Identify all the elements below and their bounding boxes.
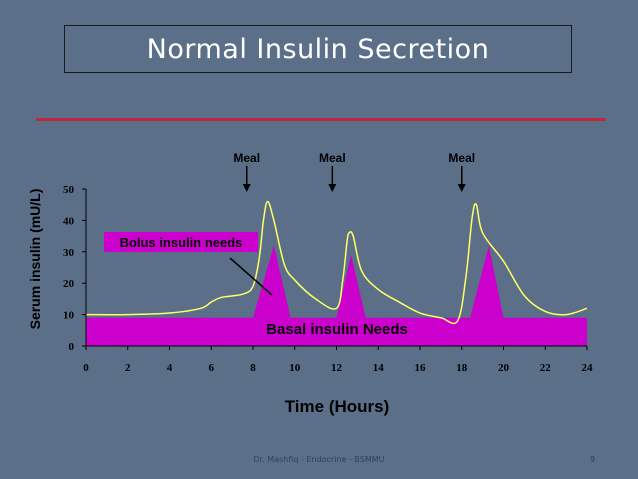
meal-label-2: Meal xyxy=(319,151,346,165)
meal-arrow-head-1 xyxy=(242,184,251,192)
x-tick-label-8: 8 xyxy=(250,362,256,374)
x-axis-title: Time (Hours) xyxy=(285,397,390,416)
bolus-peak-2 xyxy=(336,254,366,318)
bolus-peak-3 xyxy=(470,245,504,318)
y-tick-label-50: 50 xyxy=(63,184,75,196)
meal-label-3: Meal xyxy=(448,151,475,165)
x-tick-label-22: 22 xyxy=(540,362,552,374)
meal-arrow-head-3 xyxy=(457,184,466,192)
page-number: 9 xyxy=(590,455,596,464)
x-tick-label-6: 6 xyxy=(209,362,215,374)
x-tick-label-2: 2 xyxy=(125,362,131,374)
slide-title-box: Normal Insulin Secretion xyxy=(64,25,572,73)
x-tick-label-18: 18 xyxy=(456,362,468,374)
bolus-pointer-line xyxy=(229,257,273,296)
y-tick-label-30: 30 xyxy=(63,247,75,259)
x-tick-label-10: 10 xyxy=(289,362,301,374)
y-tick-label-0: 0 xyxy=(69,341,75,353)
x-tick-label-4: 4 xyxy=(167,362,173,374)
bolus-peak-1 xyxy=(253,245,291,318)
title-rule xyxy=(36,118,606,121)
bolus-label-box xyxy=(104,232,258,252)
meal-label-1: Meal xyxy=(233,151,260,165)
x-tick-label-20: 20 xyxy=(498,362,510,374)
x-tick-label-24: 24 xyxy=(582,362,594,374)
x-tick-label-0: 0 xyxy=(83,362,89,374)
footer-text: Dr. Mashfiq - Endocrine - BSMMU xyxy=(253,455,385,464)
basal-insulin-area xyxy=(86,317,587,346)
x-tick-label-14: 14 xyxy=(373,362,385,374)
meal-arrow-head-2 xyxy=(328,184,337,192)
y-tick-label-10: 10 xyxy=(63,310,75,322)
x-tick-label-16: 16 xyxy=(415,362,427,374)
y-axis-title: Serum insulin (mU/L) xyxy=(27,189,43,330)
y-tick-label-40: 40 xyxy=(63,215,75,227)
serum-insulin-line xyxy=(85,200,588,325)
x-tick-label-12: 12 xyxy=(331,362,343,374)
slide-title: Normal Insulin Secretion xyxy=(146,33,490,65)
basal-label: Basal insulin Needs xyxy=(266,321,408,338)
bolus-label: Bolus insulin needs xyxy=(120,235,243,250)
y-tick-label-20: 20 xyxy=(63,278,75,290)
